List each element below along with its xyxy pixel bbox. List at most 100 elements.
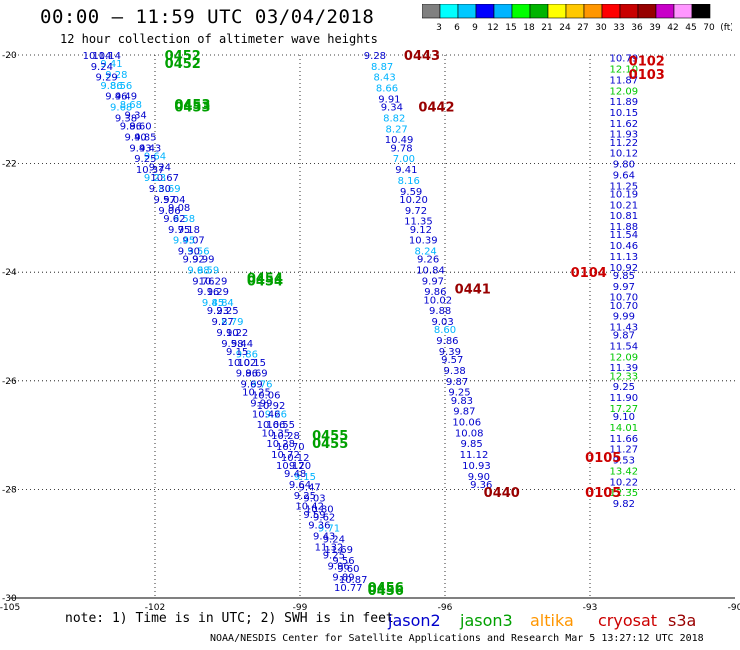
wave-height-value: 11.90 (610, 393, 639, 404)
footer-note: note: 1) Time is in UTC; 2) SWH is in fe… (65, 611, 394, 626)
wave-height-value: 9.86 (436, 336, 458, 347)
wave-height-value: 10.49 (385, 135, 414, 146)
wave-height-value: 11.54 (610, 230, 639, 241)
wave-height-value: 10.46 (610, 241, 639, 252)
wave-height-value: 9.82 (613, 499, 635, 510)
wave-height-value: 9.29 (207, 287, 229, 298)
wave-height-value: 9.86 (100, 81, 122, 92)
wave-height-value: 10.12 (281, 453, 310, 464)
pass-time-label: 0455 (312, 429, 348, 444)
legend-altika: altika (530, 611, 574, 630)
wave-height-value: 9.07 (183, 236, 205, 247)
wave-height-value: 13.42 (610, 466, 639, 477)
wave-height-value: 9.20 (289, 461, 311, 472)
y-tick-label: -22 (2, 160, 17, 170)
wave-height-value: 10.93 (462, 461, 491, 472)
wave-height-value: 10.92 (610, 263, 639, 274)
wave-height-value: 11.89 (610, 97, 639, 108)
wave-height-value: 10.17 (276, 461, 305, 472)
x-tick-label: -102 (145, 603, 165, 613)
chart-title: 00:00 — 11:59 UTC 03/04/2018 (40, 6, 375, 28)
y-tick-label: -20 (2, 51, 17, 61)
wave-height-value: 10.81 (610, 211, 639, 222)
colorbar-label: 42 (667, 23, 678, 33)
wave-height-value: 12.33 (610, 371, 639, 382)
wave-height-value: 9.69 (241, 380, 263, 391)
wave-height-value: 8.43 (373, 73, 395, 84)
wave-height-value: 9.43 (139, 143, 161, 154)
wave-height-value: 10.92 (257, 401, 286, 412)
wave-height-value: 9.71 (318, 523, 340, 534)
y-tick-label: -30 (2, 594, 17, 604)
wave-height-value: 10.84 (416, 265, 445, 276)
wave-height-value: 9.97 (422, 276, 444, 287)
wave-height-value: 10.55 (266, 420, 295, 431)
wave-height-value: 10.35 (262, 428, 291, 439)
wave-height-value: 9.60 (337, 564, 359, 575)
wave-height-value: 10.06 (252, 390, 281, 401)
wave-height-value: 9.99 (192, 255, 214, 266)
wave-height-value: 9.56 (187, 246, 209, 257)
wave-height-value: 9.16 (197, 287, 219, 298)
wave-height-value: 9.26 (417, 255, 439, 266)
wave-height-value: 9.25 (323, 551, 345, 562)
wave-height-value: 10.08 (455, 428, 484, 439)
wave-height-value: 9.57 (154, 195, 176, 206)
wave-height-value: 10.87 (339, 575, 368, 586)
wave-height-value: 9.08 (168, 203, 190, 214)
wave-height-value: 9.26 (265, 409, 287, 420)
wave-height-value: 10.42 (295, 502, 324, 513)
wave-height-value: 8.79 (221, 317, 243, 328)
wave-height-value: 9.58 (221, 339, 243, 350)
pass-time-label: 0442 (418, 101, 454, 116)
wave-height-value: 10.06 (452, 418, 481, 429)
pass-time-label: 0453 (174, 98, 210, 113)
wave-height-value: 9.22 (226, 328, 248, 339)
wave-height-value: 9.34 (381, 103, 403, 114)
wave-height-value: 9.18 (178, 225, 200, 236)
x-tick-label: -96 (438, 603, 453, 613)
wave-height-value: 10.66 (257, 420, 286, 431)
wave-height-value: 9.49 (115, 92, 137, 103)
wave-height-value: 9.10 (216, 328, 238, 339)
wave-height-value: 9.47 (299, 483, 321, 494)
legend-jason2: jason2 (387, 611, 441, 630)
wave-height-value: 10.79 (610, 54, 639, 65)
wave-height-value: 10.14 (83, 51, 112, 62)
wave-height-value: 11.88 (610, 222, 639, 233)
wave-height-value: 11.13 (610, 252, 639, 263)
wave-height-value: 11.22 (610, 138, 639, 149)
wave-height-value: 17.27 (610, 404, 639, 415)
wave-height-value: 10.15 (610, 108, 639, 119)
wave-height-value: 9.30 (178, 246, 200, 257)
x-tick-label: -105 (0, 603, 20, 613)
wave-height-value: 9.75 (168, 225, 190, 236)
y-tick-label: -28 (2, 485, 17, 495)
wave-height-value: 10.46 (252, 409, 281, 420)
colorbar-label: (ft) (720, 23, 732, 33)
wave-height-value: 11.39 (610, 363, 639, 374)
wave-height-value: 11.32 (315, 542, 344, 553)
wave-height-value: 11.27 (610, 445, 639, 456)
colorbar-label: 24 (559, 23, 571, 33)
wave-height-value: 9.85 (613, 271, 635, 282)
pass-time-label: 0456 (368, 581, 404, 596)
wave-height-value: 9.87 (453, 407, 475, 418)
pass-time-label: 0454 (247, 274, 283, 289)
wave-height-value: 8.68 (120, 100, 142, 111)
wave-height-value: 9.64 (289, 480, 311, 491)
wave-height-value: 8.69 (158, 184, 180, 195)
pass-time-label: 0103 (629, 68, 665, 83)
colorbar-label: 30 (595, 23, 607, 33)
chart-subtitle: 12 hour collection of altimeter wave hei… (60, 32, 378, 46)
wave-height-value: 11.25 (610, 181, 639, 192)
wave-height-value: 9.64 (613, 170, 635, 181)
wave-height-value: 10.70 (610, 301, 639, 312)
wave-height-value: 9.46 (105, 92, 127, 103)
wave-height-value: 9.24 (323, 534, 345, 545)
wave-height-value: 10.12 (610, 149, 639, 160)
wave-height-value: 8.84 (212, 298, 234, 309)
pass-time-label: 0455 (312, 437, 348, 452)
